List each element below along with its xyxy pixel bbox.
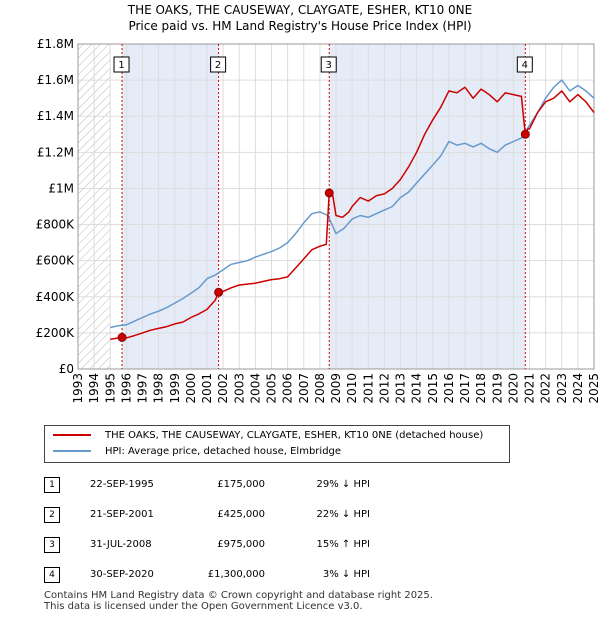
sale-hpi-diff: 22% ↓ HPI <box>316 509 370 520</box>
x-tick-label: 2001 <box>200 373 214 404</box>
y-tick-label: £1.8M <box>37 37 74 51</box>
x-tick-label: 1999 <box>168 373 182 404</box>
y-tick-label: £400K <box>36 290 76 304</box>
x-tick-label: 2021 <box>523 373 537 404</box>
ownership-shade <box>122 44 219 369</box>
x-tick-label: 2024 <box>571 373 585 404</box>
x-tick-label: 2009 <box>329 373 343 404</box>
x-tick-label: 2015 <box>426 373 440 404</box>
sale-point <box>324 188 334 198</box>
sale-price: £1,300,000 <box>207 569 265 580</box>
sale-marker-label: 3 <box>326 60 332 71</box>
sale-marker-label: 2 <box>215 60 221 71</box>
sale-row: 2 21-SEP-2001 £425,000 22% ↓ HPI <box>0 507 600 527</box>
y-tick-label: £1.6M <box>37 73 74 87</box>
x-tick-label: 2013 <box>394 373 408 404</box>
sale-row: 4 30-SEP-2020 £1,300,000 3% ↓ HPI <box>0 567 600 587</box>
x-tick-label: 1994 <box>87 373 101 404</box>
sale-number-badge: 2 <box>44 507 60 523</box>
sale-number-badge: 4 <box>44 567 60 583</box>
x-tick-label: 1997 <box>136 373 150 404</box>
y-tick-label: £600K <box>36 254 76 268</box>
x-tick-label: 2002 <box>216 373 230 404</box>
y-tick-label: £1.2M <box>37 145 74 159</box>
x-tick-label: 2018 <box>474 373 488 404</box>
sale-date: 30-SEP-2020 <box>90 569 154 580</box>
sale-marker-box <box>210 56 227 73</box>
sale-marker-label: 4 <box>522 60 528 71</box>
sale-marker-label: 1 <box>118 60 124 71</box>
x-tick-label: 2023 <box>555 373 569 404</box>
legend-label-property: THE OAKS, THE CAUSEWAY, CLAYGATE, ESHER,… <box>105 430 484 441</box>
y-tick-label: £200K <box>36 326 76 340</box>
footer-licence: This data is licensed under the Open Gov… <box>44 601 363 612</box>
x-tick-label: 2007 <box>297 373 311 404</box>
legend-entry-property: THE OAKS, THE CAUSEWAY, CLAYGATE, ESHER,… <box>53 429 483 443</box>
sale-point <box>214 287 224 297</box>
x-tick-label: 2011 <box>361 373 375 404</box>
chart-legend: THE OAKS, THE CAUSEWAY, CLAYGATE, ESHER,… <box>44 425 510 463</box>
x-tick-label: 2003 <box>232 373 246 404</box>
x-tick-label: 2019 <box>490 373 504 404</box>
sale-date: 22-SEP-1995 <box>90 479 154 490</box>
legend-swatch-property <box>53 434 91 436</box>
legend-entry-hpi: HPI: Average price, detached house, Elmb… <box>53 445 341 459</box>
sale-hpi-diff: 15% ↑ HPI <box>316 539 370 550</box>
sale-price: £425,000 <box>217 509 265 520</box>
x-tick-label: 2022 <box>539 373 553 404</box>
sale-row: 3 31-JUL-2008 £975,000 15% ↑ HPI <box>0 537 600 557</box>
sale-price: £175,000 <box>217 479 265 490</box>
y-tick-label: £1M <box>48 181 74 195</box>
x-tick-label: 2014 <box>410 373 424 404</box>
x-tick-label: 2006 <box>281 373 295 404</box>
ownership-shade <box>329 44 526 369</box>
x-tick-label: 1995 <box>103 373 117 404</box>
x-tick-label: 2005 <box>265 373 279 404</box>
sale-number-badge: 3 <box>44 537 60 553</box>
legend-label-hpi: HPI: Average price, detached house, Elmb… <box>105 446 342 457</box>
sale-marker-box <box>320 56 337 73</box>
sale-row: 1 22-SEP-1995 £175,000 29% ↓ HPI <box>0 477 600 497</box>
sale-number-badge: 1 <box>44 477 60 493</box>
property-price-line <box>110 86 595 340</box>
x-tick-label: 2004 <box>248 373 262 404</box>
x-tick-label: 1993 <box>71 373 85 404</box>
x-tick-label: 2016 <box>442 373 456 404</box>
x-tick-label: 2008 <box>313 373 327 404</box>
hpi-line <box>110 79 595 329</box>
x-tick-label: 2025 <box>587 373 600 404</box>
y-tick-label: £0 <box>59 362 74 376</box>
y-tick-label: £1.4M <box>37 109 74 123</box>
x-tick-label: 1998 <box>152 373 166 404</box>
sale-hpi-diff: 29% ↓ HPI <box>316 479 370 490</box>
sale-marker-box <box>113 56 130 73</box>
x-tick-label: 2020 <box>506 373 520 404</box>
legend-swatch-hpi <box>53 450 91 452</box>
sale-price: £975,000 <box>217 539 265 550</box>
x-tick-label: 2010 <box>345 373 359 404</box>
x-tick-label: 2017 <box>458 373 472 404</box>
sale-marker-box <box>516 56 533 73</box>
x-tick-label: 2012 <box>377 373 391 404</box>
sale-hpi-diff: 3% ↓ HPI <box>322 569 370 580</box>
x-tick-label: 1996 <box>119 373 133 404</box>
chart-title-line1: THE OAKS, THE CAUSEWAY, CLAYGATE, ESHER,… <box>127 3 473 17</box>
plot-border <box>77 43 595 370</box>
sale-date: 21-SEP-2001 <box>90 509 154 520</box>
footer-copyright: Contains HM Land Registry data © Crown c… <box>44 590 433 601</box>
y-tick-label: £800K <box>36 218 76 232</box>
sale-point <box>520 129 530 139</box>
sale-point <box>117 332 127 342</box>
sale-date: 31-JUL-2008 <box>90 539 152 550</box>
price-chart: £0 £200K £400K £600K £800K £1M £1.2M £1.4M £1.6M… <box>36 37 600 404</box>
chart-title-line2: Price paid vs. HM Land Registry's House … <box>128 19 472 33</box>
footer: Contains HM Land Registry data © Crown c… <box>44 590 433 612</box>
x-tick-label: 2000 <box>184 373 198 404</box>
